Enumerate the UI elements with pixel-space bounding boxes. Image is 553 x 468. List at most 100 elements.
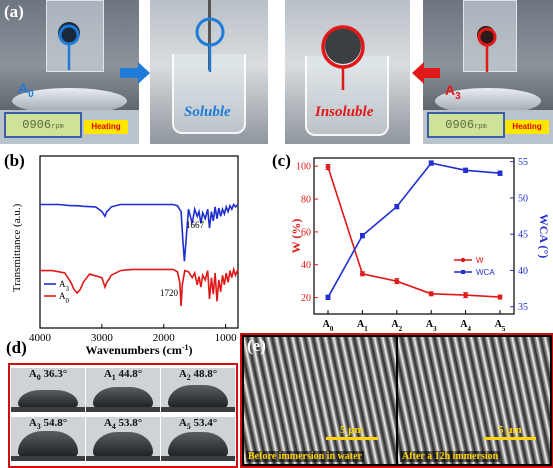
data-point-w xyxy=(428,291,434,297)
caption-before: Before immersion in water xyxy=(246,451,364,462)
x-tick-label: A4 xyxy=(460,319,471,333)
panel-a-label: (a) xyxy=(4,2,24,21)
svg-text:WCA (°): WCA (°) xyxy=(537,214,551,258)
droplet-shape xyxy=(168,432,228,457)
sem-before: 5 μm Before immersion in water xyxy=(244,337,396,464)
droplet-label: A5 53.4° xyxy=(178,417,218,432)
beaker xyxy=(305,56,389,136)
x-tick-label: A0 xyxy=(323,319,334,333)
scale-label: 5 μm xyxy=(498,424,522,436)
substrate xyxy=(161,456,235,461)
x-axis-label: Wavenumbers (cm-1) xyxy=(86,343,193,358)
svg-text:W (%): W (%) xyxy=(289,219,303,254)
sem-after: 5 μm After a 12h immersion xyxy=(398,337,550,464)
red-beaker-circle xyxy=(321,25,365,69)
y-left-tick-label: 40 xyxy=(301,260,311,271)
w-wca-chart: (c) W (%) WCA (°) A0 A1 A2 A3 A4 A5 20 40 60 80 10… xyxy=(272,151,551,333)
droplet-label: A2 48.8° xyxy=(178,368,218,383)
panel-a-overlay xyxy=(58,17,497,90)
blue-marker-circle xyxy=(58,24,80,46)
heating-badge: Heating xyxy=(505,120,549,134)
plot-frame xyxy=(39,155,239,329)
sample-a0-label: A0 xyxy=(18,80,34,100)
substrate xyxy=(11,407,85,412)
droplet-shape xyxy=(93,387,153,408)
y-left-tick-label: 80 xyxy=(301,195,311,206)
substrate xyxy=(86,456,160,461)
droplet-label: A0 36.3° xyxy=(28,368,68,383)
red-arrow-icon xyxy=(412,62,440,84)
x-tick-label: 1000 xyxy=(215,332,238,344)
x-tick-label: A3 xyxy=(426,319,437,333)
contact-angle-panel: A0 36.3° A1 44.8° A2 48.8° A3 54.8° A4 5… xyxy=(8,363,238,468)
data-point-w xyxy=(497,294,503,300)
photo-a3-stirrer: 0906rpm Heating A3 xyxy=(423,0,553,144)
x-tick-label: 4000 xyxy=(29,332,52,344)
x-tick-label: 3000 xyxy=(91,332,114,344)
y-right-tick-label: 55 xyxy=(518,157,528,168)
droplet-a4: A4 53.8° xyxy=(86,417,160,461)
insoluble-label: Insoluble xyxy=(315,104,374,120)
series-line-a0 xyxy=(40,266,239,307)
heating-badge: Heating xyxy=(84,120,128,134)
stirrer-plate xyxy=(12,88,127,114)
series-line-wca xyxy=(327,162,501,298)
caption-after: After a 12h immersion xyxy=(400,451,501,462)
y-left-tick-label: 100 xyxy=(296,162,311,173)
legend-w: W xyxy=(476,256,484,265)
data-point-wca xyxy=(394,204,400,210)
substrate xyxy=(86,407,160,412)
scale-label: 5 μm xyxy=(340,424,364,436)
droplet-label: A4 53.8° xyxy=(103,417,143,432)
panel-a: 0906rpm Heating A0 Soluble Insoluble 090… xyxy=(0,0,553,146)
series-line-a3 xyxy=(40,202,239,262)
data-point-w xyxy=(394,278,400,284)
data-point-w xyxy=(325,164,331,170)
droplet-a0: A0 36.3° xyxy=(11,368,85,412)
y-right-tick-label: 50 xyxy=(518,193,528,204)
droplet-shape xyxy=(18,431,78,457)
data-point-w xyxy=(360,271,365,277)
panel-d-label: (d) xyxy=(6,338,27,357)
peak-1667-label: 1667 xyxy=(186,220,205,230)
soluble-label: Soluble xyxy=(184,104,231,120)
display-unit: rpm xyxy=(51,123,64,131)
film-sample xyxy=(325,28,361,64)
substrate xyxy=(11,456,85,461)
droplet-a1: A1 44.8° xyxy=(86,368,160,412)
legend-wca: WCA xyxy=(476,268,495,277)
tweezer xyxy=(208,0,211,70)
series-line-w xyxy=(327,166,501,298)
legend-a3: A3 xyxy=(59,279,70,293)
blue-arrow-icon xyxy=(120,62,150,84)
left-axis-label: W (%) xyxy=(289,219,303,254)
stirrer-display: 0906rpm xyxy=(4,112,82,138)
data-point-wca xyxy=(463,167,468,173)
droplet-shape xyxy=(168,385,228,408)
y-left-tick-label: 20 xyxy=(301,293,311,304)
panel-c-label: (c) xyxy=(272,151,291,170)
scale-bar xyxy=(326,437,378,440)
droplet-label: A1 44.8° xyxy=(103,368,143,383)
legend-a0: A0 xyxy=(59,291,70,305)
x-tick-label: A1 xyxy=(357,319,368,333)
x-tick-label: A2 xyxy=(391,319,402,333)
panel-e-label: (e) xyxy=(247,336,266,355)
droplet-shape xyxy=(18,390,78,408)
photo-a0-stirrer: 0906rpm Heating A0 xyxy=(0,0,139,144)
y-right-tick-label: 35 xyxy=(518,302,528,313)
display-value: 0906 xyxy=(22,118,52,132)
droplet-a2: A2 48.8° xyxy=(161,368,235,412)
stirrer-display: 0906rpm xyxy=(427,112,505,138)
panel-b-label: (b) xyxy=(4,151,25,170)
photo-insoluble-beaker: Insoluble xyxy=(285,0,410,144)
legend: A3 A0 xyxy=(44,279,70,305)
y-axis-label: Transmittance (a.u.) xyxy=(11,203,23,292)
legend-marker-wca xyxy=(461,270,465,274)
legend: W WCA xyxy=(454,256,495,277)
stirrer-front: 0906rpm Heating xyxy=(0,110,139,144)
y-left-tick-label: 60 xyxy=(301,227,311,238)
ftir-chart: (b) Transmittance (a.u.) Wavenumbers (cm… xyxy=(4,151,239,358)
data-point-wca xyxy=(325,294,331,300)
x-tick-label: A5 xyxy=(495,319,506,333)
